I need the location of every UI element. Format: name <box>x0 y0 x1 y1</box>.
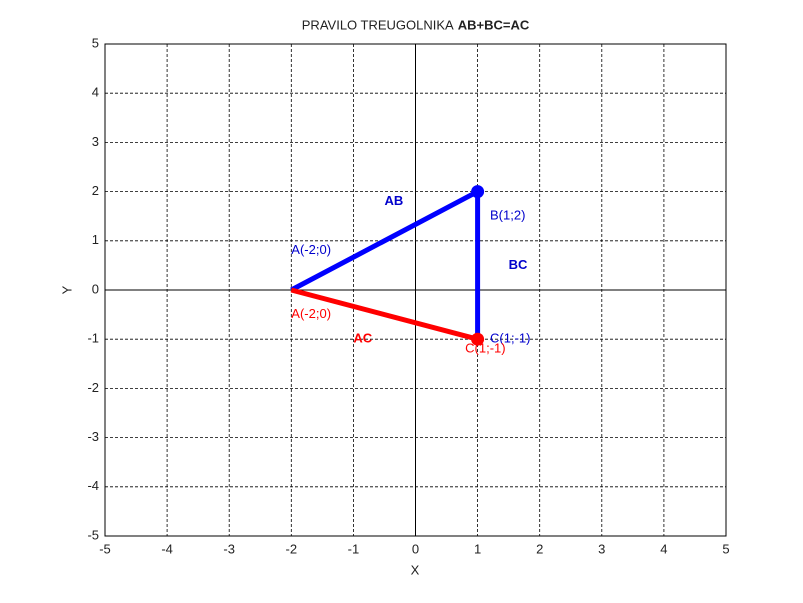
y-axis-label: Y <box>59 285 74 294</box>
annotation: C(1;-1) <box>490 331 530 346</box>
y-tick-label: 5 <box>92 35 99 50</box>
y-tick-label: 3 <box>92 134 99 149</box>
annotation: AC <box>353 331 372 346</box>
y-tick-label: 1 <box>92 232 99 247</box>
x-tick-label: -1 <box>348 541 360 556</box>
annotation: C(1;-1) <box>465 340 505 355</box>
chart-title-emphasis: AB+BC=AC <box>458 17 530 32</box>
annotation: B(1;2) <box>490 208 525 223</box>
y-tick-label: -1 <box>87 331 99 346</box>
annotation: A(-2;0) <box>291 306 331 321</box>
annotation: BC <box>509 257 528 272</box>
x-tick-label: -5 <box>99 541 111 556</box>
x-tick-label: 1 <box>474 541 481 556</box>
y-tick-label: -4 <box>87 478 99 493</box>
x-tick-label: 4 <box>660 541 667 556</box>
chart-title: PRAVILO TREUGOLNIKA <box>302 17 454 32</box>
y-tick-label: -3 <box>87 429 99 444</box>
point-marker <box>471 185 485 199</box>
x-tick-label: 2 <box>536 541 543 556</box>
annotation: AB <box>384 193 403 208</box>
point-marker <box>471 332 485 346</box>
x-tick-label: 3 <box>598 541 605 556</box>
x-tick-label: 0 <box>412 541 419 556</box>
x-tick-label: 5 <box>722 541 729 556</box>
line-series <box>290 287 479 342</box>
x-axis-label: X <box>411 562 420 577</box>
x-tick-label: -2 <box>286 541 298 556</box>
annotation: A(-2;0) <box>291 242 331 257</box>
y-tick-label: 4 <box>92 85 99 100</box>
y-tick-label: 2 <box>92 183 99 198</box>
x-tick-label: -3 <box>223 541 235 556</box>
y-tick-label: -5 <box>87 527 99 542</box>
x-tick-label: -4 <box>161 541 173 556</box>
y-tick-label: 0 <box>92 281 99 296</box>
y-tick-label: -2 <box>87 380 99 395</box>
